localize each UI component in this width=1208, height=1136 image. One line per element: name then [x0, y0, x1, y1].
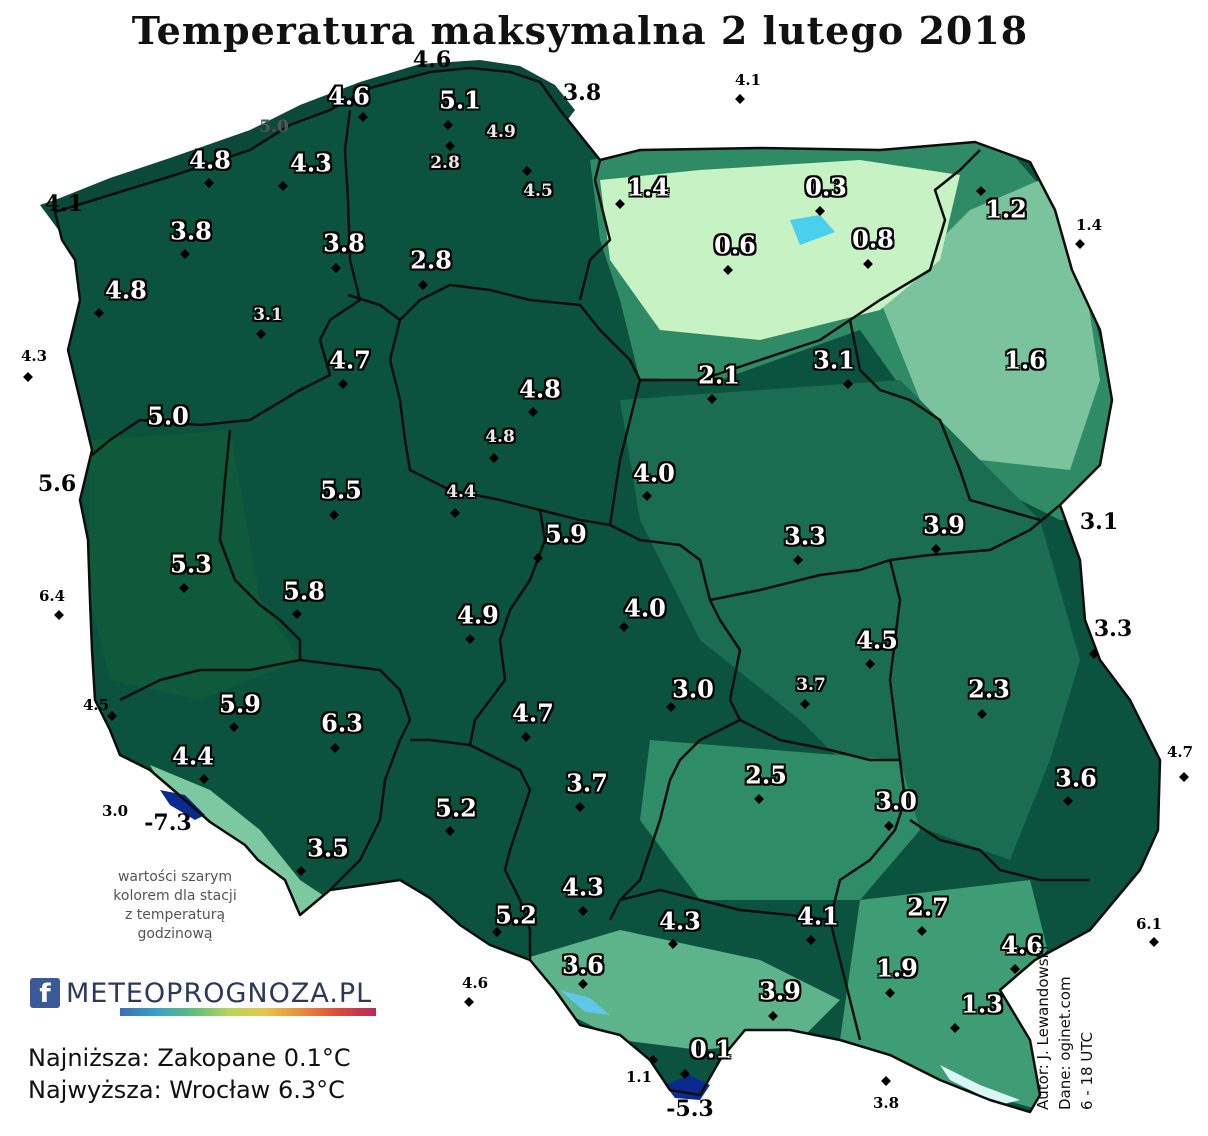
note-line: kolorem dla stacji	[113, 888, 237, 904]
station-temperature-label: 4.9	[486, 122, 516, 142]
station-temperature-label: 2.8	[430, 153, 460, 173]
station-temperature-label: 5.9	[545, 519, 587, 549]
station-temperature-label: 3.7	[566, 768, 608, 798]
station-temperature-label: 4.8	[189, 145, 231, 175]
station-temperature-label: 1.4	[1075, 216, 1103, 234]
station-temperature-label: 4.1	[44, 191, 84, 217]
region-borders	[53, 66, 1162, 1114]
station-temperature-label: 3.1	[1079, 509, 1119, 535]
facebook-icon[interactable]: f	[30, 978, 60, 1008]
note-line: z temperaturą	[124, 907, 226, 923]
credits: Autor: J. Lewandowski Dane: oginet.com 6…	[1032, 890, 1098, 1110]
note-line: wartości szarym	[117, 869, 233, 885]
station-temperature-label: 3.9	[923, 510, 965, 540]
station-temperature-label: 1.2	[985, 194, 1027, 224]
credit-time: 6 - 18 UTC	[1078, 1031, 1096, 1110]
station-temperature-label: 5.8	[283, 576, 325, 606]
station-temperature-label: 3.8	[170, 216, 212, 246]
station-temperature-label: 3.1	[813, 345, 855, 375]
station-temperature-label: 3.0	[875, 786, 917, 816]
station-temperature-label: 4.1	[797, 901, 839, 931]
station-temperature-label: 1.6	[1004, 345, 1046, 375]
station-temperature-label: 4.3	[562, 872, 604, 902]
station-temperature-label: 4.6	[412, 47, 452, 73]
station-temperature-label: 0.8	[852, 224, 894, 254]
highest-temperature: Najwyższa: Wrocław 6.3°C	[28, 1076, 345, 1104]
station-temperature-label: 3.8	[872, 1094, 900, 1112]
station-temperature-label: 4.5	[856, 625, 898, 655]
station-temperature-label: 3.8	[562, 80, 602, 106]
station-temperature-label: 4.9	[457, 600, 499, 630]
station-temperature-label: 4.0	[624, 593, 666, 623]
note-line: godzinową	[137, 926, 213, 942]
meteoprognoza-logo[interactable]: f METEOPROGNOZA.PL	[30, 968, 372, 1018]
mountain-cold-spots	[160, 215, 1020, 1105]
logo-color-bar	[120, 1008, 376, 1016]
station-temperature-label: 2.8	[410, 245, 452, 275]
station-temperature-label: 4.3	[290, 148, 332, 178]
station-temperature-label: 1.1	[625, 1068, 653, 1086]
station-temperature-label: 1.9	[876, 953, 918, 983]
station-temperature-label: 4.6	[461, 974, 489, 992]
extremes-summary: Najniższa: Zakopane 0.1°C Najwyższa: Wro…	[28, 1042, 351, 1106]
station-temperature-label: 5.9	[219, 689, 261, 719]
station-temperature-label: 3.7	[796, 675, 826, 695]
station-temperature-label: 3.5	[307, 833, 349, 863]
station-temperature-label: -5.3	[666, 1096, 714, 1122]
station-temperature-label: 4.8	[519, 374, 561, 404]
station-temperature-label: 4.5	[82, 696, 110, 714]
station-temperature-label: 5.0	[147, 401, 189, 431]
map-title: Temperatura maksymalna 2 lutego 2018	[131, 8, 1029, 53]
station-temperature-label: 3.3	[1093, 616, 1133, 642]
station-temperature-label: 1.3	[961, 989, 1003, 1019]
station-temperature-label: 4.3	[659, 906, 701, 936]
credit-author: Autor: J. Lewandowski	[1034, 945, 1052, 1110]
station-temperature-label: 4.7	[1166, 743, 1194, 761]
station-temperature-label: 6.4	[38, 587, 66, 605]
station-temperature-label: 4.4	[446, 482, 476, 502]
station-temperature-label: 0.1	[690, 1034, 732, 1064]
station-temperature-label: 4.8	[485, 427, 515, 447]
station-temperature-label: 4.7	[329, 345, 371, 375]
station-temperature-label: 5.6	[37, 471, 77, 497]
station-temperature-label: 5.2	[495, 900, 537, 930]
station-temperature-label: 3.9	[759, 976, 801, 1006]
station-temperature-label: 3.3	[784, 521, 826, 551]
station-temperature-label: 3.1	[253, 305, 283, 325]
gray-values-note: wartości szarym kolorem dla stacji z tem…	[90, 868, 260, 944]
station-temperature-label: 5.2	[435, 793, 477, 823]
station-temperature-label: 2.5	[745, 760, 787, 790]
station-temperature-label: 5.5	[320, 475, 362, 505]
station-temperature-label: 4.6	[328, 81, 370, 111]
station-temperature-label: 4.7	[512, 698, 554, 728]
station-temperature-label: 4.1	[734, 71, 762, 89]
station-temperature-label: 0.3	[805, 172, 847, 202]
station-temperature-label: 3.0	[672, 674, 714, 704]
credit-data: Dane: oginet.com	[1056, 976, 1074, 1110]
station-temperature-label: 0.6	[714, 230, 756, 260]
station-temperature-label: 6.1	[1135, 915, 1163, 933]
station-temperature-label: 3.0	[101, 802, 129, 820]
station-temperature-label: -7.3	[144, 810, 192, 836]
station-temperature-label: 4.3	[20, 347, 48, 365]
station-temperature-label: 4.5	[523, 181, 553, 201]
station-temperature-label: 3.6	[562, 950, 604, 980]
station-temperature-label: 2.7	[907, 892, 949, 922]
station-temperature-label: 1.4	[627, 172, 669, 202]
station-temperature-label: 4.4	[172, 741, 214, 771]
station-temperature-label: 2.3	[968, 674, 1010, 704]
station-temperature-label: 3.6	[1055, 763, 1097, 793]
station-temperature-label: 2.1	[698, 360, 740, 390]
station-temperature-label: 4.6	[1001, 930, 1043, 960]
logo-text: METEOPROGNOZA.PL	[66, 977, 373, 1009]
station-temperature-label: 6.3	[321, 708, 363, 738]
station-temperature-label: 4.0	[633, 458, 675, 488]
station-temperature-label: 5.3	[170, 549, 212, 579]
station-temperature-label: 3.8	[323, 228, 365, 258]
station-temperature-label: 5.1	[439, 85, 481, 115]
station-temperature-label: 5.0	[259, 117, 289, 137]
station-temperature-label: 4.8	[105, 275, 147, 305]
lowest-temperature: Najniższa: Zakopane 0.1°C	[28, 1044, 351, 1072]
